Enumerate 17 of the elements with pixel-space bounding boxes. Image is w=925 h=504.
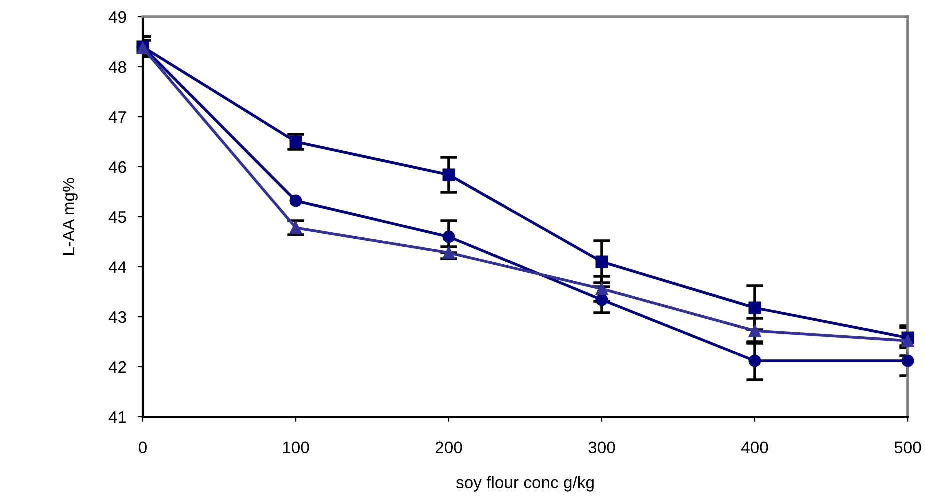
y-axis-title: L-AA mg% <box>62 178 78 255</box>
x-tick-label: 500 <box>894 442 922 454</box>
y-tick-label: 41 <box>108 412 126 424</box>
y-tick-label: 45 <box>108 212 126 224</box>
x-axis-title: soy flour conc g/kg <box>456 476 594 492</box>
y-tick-label: 43 <box>108 311 126 324</box>
x-tick-label: 400 <box>741 442 768 454</box>
y-tick-label: 48 <box>108 61 126 74</box>
x-tick-label: 0 <box>139 442 147 454</box>
x-tick-label: 300 <box>588 442 616 454</box>
y-tick-label: 46 <box>108 161 126 174</box>
x-tick-label: 100 <box>283 442 310 454</box>
y-tick-label: 49 <box>108 11 126 24</box>
x-tick-label: 200 <box>436 442 462 454</box>
y-tick-label: 47 <box>108 112 126 124</box>
y-tick-label: 44 <box>108 262 127 274</box>
y-tick-label: 42 <box>108 361 126 374</box>
